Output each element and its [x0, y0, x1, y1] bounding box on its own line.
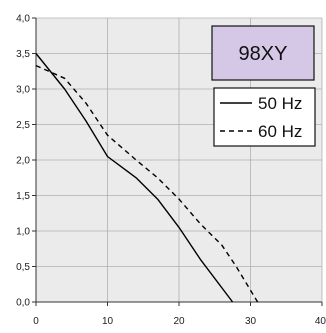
y-tick-label: 4,0: [16, 14, 30, 25]
legend-label-60hz: 60 Hz: [258, 122, 302, 141]
y-tick-label: 1,0: [16, 227, 30, 238]
model-badge-label: 98XY: [239, 43, 288, 65]
legend-box: [213, 87, 316, 147]
x-tick-label: 0: [33, 316, 39, 327]
series-line-60hz: [35, 64, 259, 303]
legend: 50 Hz 60 Hz: [213, 87, 316, 147]
x-tick-label: 10: [102, 316, 114, 327]
y-tick-label: 1,5: [16, 191, 30, 202]
x-tick-label: 40: [315, 316, 326, 327]
y-tick-label: 0,5: [16, 262, 30, 273]
axes: [32, 17, 323, 306]
y-tick-labels: 0,0 0,5 1,0 1,5 2,0 2,5 3,0 3,5 4,0: [16, 14, 30, 309]
legend-label-50hz: 50 Hz: [258, 94, 302, 113]
y-tick-label: 3,0: [16, 85, 30, 96]
series-line-50hz: [35, 53, 234, 303]
x-tick-label: 30: [245, 316, 257, 327]
y-tick-label: 3,5: [16, 49, 30, 60]
y-tick-label: 2,5: [16, 120, 30, 131]
y-tick-label: 0,0: [16, 298, 30, 309]
x-tick-labels: 0 10 20 30 40: [33, 316, 326, 327]
y-tick-label: 2,0: [16, 156, 30, 167]
x-tick-label: 20: [173, 316, 185, 327]
model-badge-box: [211, 25, 315, 81]
series-lines: [35, 53, 259, 303]
model-badge: 98XY: [211, 25, 315, 81]
